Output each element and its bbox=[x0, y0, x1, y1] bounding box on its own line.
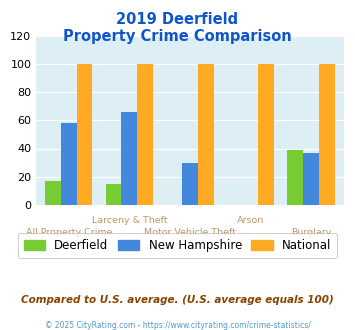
Text: Larceny & Theft: Larceny & Theft bbox=[92, 216, 167, 225]
Text: Compared to U.S. average. (U.S. average equals 100): Compared to U.S. average. (U.S. average … bbox=[21, 295, 334, 305]
Text: All Property Crime: All Property Crime bbox=[26, 228, 112, 237]
Text: Burglary: Burglary bbox=[291, 228, 331, 237]
Text: Property Crime Comparison: Property Crime Comparison bbox=[63, 29, 292, 44]
Bar bbox=[198, 64, 214, 205]
Text: © 2025 CityRating.com - https://www.cityrating.com/crime-statistics/: © 2025 CityRating.com - https://www.city… bbox=[45, 321, 310, 330]
Bar bbox=[61, 123, 77, 205]
Bar bbox=[137, 64, 153, 205]
Bar bbox=[258, 64, 274, 205]
Bar bbox=[182, 163, 198, 205]
Bar bbox=[288, 150, 303, 205]
Bar bbox=[77, 64, 92, 205]
Legend: Deerfield, New Hampshire, National: Deerfield, New Hampshire, National bbox=[18, 233, 337, 258]
Text: Arson: Arson bbox=[237, 216, 264, 225]
Bar bbox=[121, 112, 137, 205]
Text: 2019 Deerfield: 2019 Deerfield bbox=[116, 12, 239, 26]
Bar bbox=[45, 181, 61, 205]
Text: Motor Vehicle Theft: Motor Vehicle Theft bbox=[144, 228, 236, 237]
Bar bbox=[106, 183, 121, 205]
Bar bbox=[319, 64, 335, 205]
Bar bbox=[303, 153, 319, 205]
